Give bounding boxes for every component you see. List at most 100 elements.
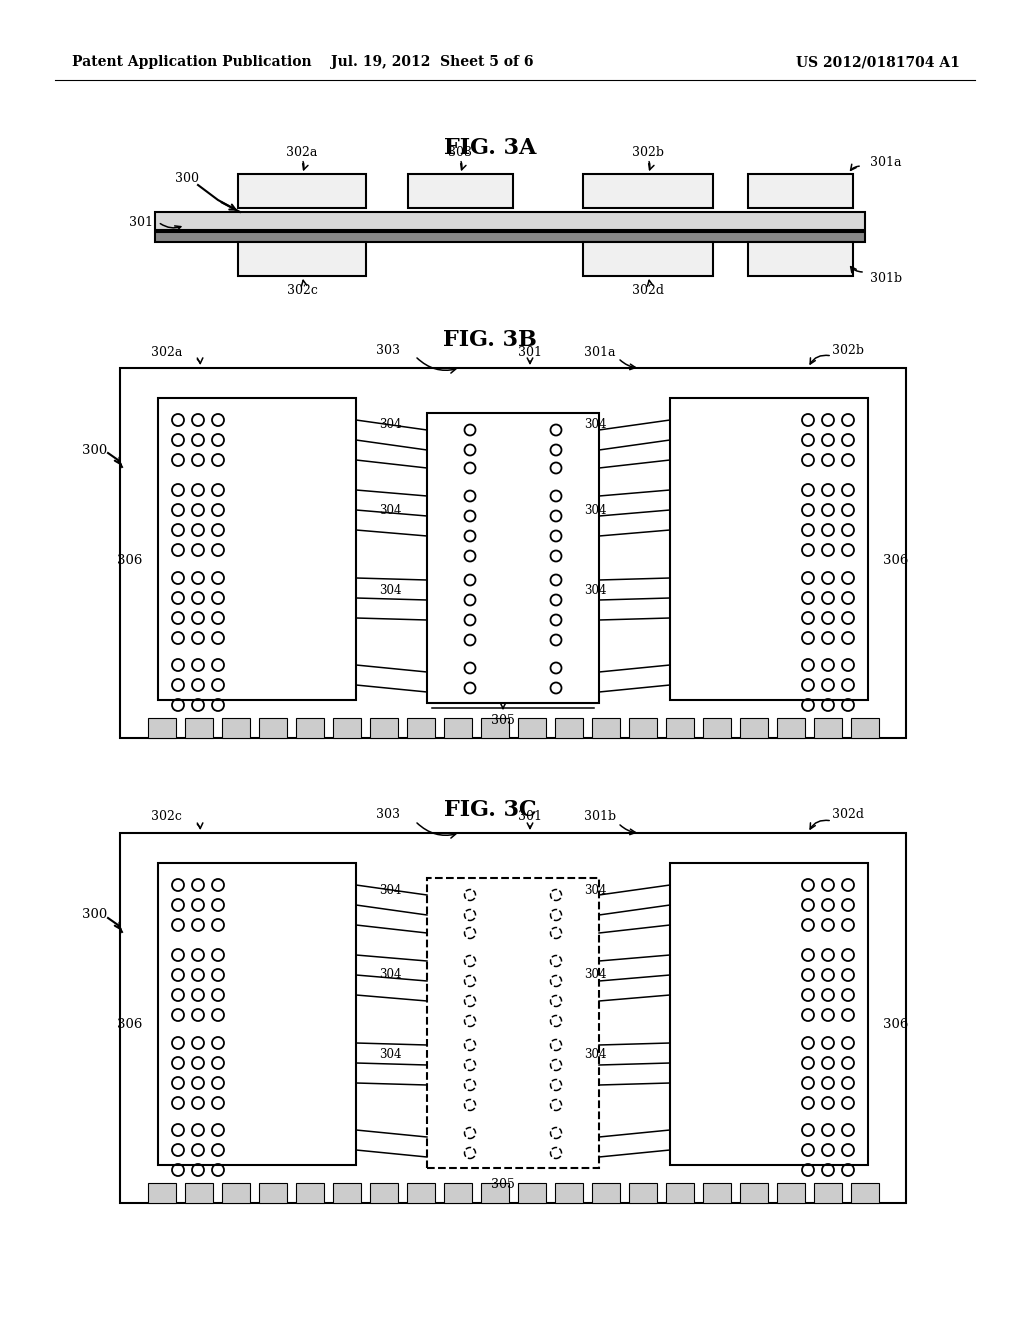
Text: 301b: 301b [584, 810, 616, 824]
Bar [629, 1183, 656, 1203]
Bar [184, 1183, 213, 1203]
Text: 304: 304 [584, 418, 606, 432]
Text: 301: 301 [518, 810, 542, 824]
Text: 302a: 302a [151, 346, 182, 359]
Bar [221, 1183, 250, 1203]
Text: 304: 304 [379, 969, 401, 982]
Text: 305: 305 [492, 714, 515, 726]
Bar [155, 232, 865, 242]
Text: 304: 304 [379, 1048, 401, 1061]
Bar [258, 1183, 287, 1203]
Bar [629, 718, 656, 738]
Text: 306: 306 [884, 553, 908, 566]
Bar [739, 1183, 768, 1203]
Text: US 2012/0181704 A1: US 2012/0181704 A1 [796, 55, 961, 69]
Bar [592, 718, 620, 738]
Bar [238, 174, 366, 209]
Bar [480, 1183, 509, 1203]
Bar [666, 718, 693, 738]
Bar [851, 1183, 879, 1203]
Bar [158, 863, 356, 1166]
Bar [184, 718, 213, 738]
Text: 301a: 301a [870, 156, 901, 169]
Text: 304: 304 [379, 883, 401, 896]
Bar [776, 718, 805, 738]
Text: 304: 304 [584, 583, 606, 597]
Bar [333, 1183, 360, 1203]
Bar [555, 718, 583, 738]
Text: 301: 301 [129, 215, 153, 228]
Bar [296, 718, 324, 738]
Text: 304: 304 [584, 883, 606, 896]
Text: 306: 306 [118, 553, 142, 566]
Text: 304: 304 [584, 1048, 606, 1061]
Text: 302c: 302c [287, 284, 317, 297]
Bar [443, 718, 471, 738]
Text: 306: 306 [118, 1019, 142, 1031]
Bar [851, 718, 879, 738]
Text: 302b: 302b [632, 145, 664, 158]
Bar [407, 1183, 434, 1203]
Text: 303: 303 [449, 145, 472, 158]
Bar [555, 1183, 583, 1203]
Text: FIG. 3A: FIG. 3A [443, 137, 537, 158]
Bar [748, 174, 853, 209]
Bar [592, 1183, 620, 1203]
Text: 304: 304 [584, 503, 606, 516]
Text: FIG. 3C: FIG. 3C [443, 799, 537, 821]
Bar [238, 242, 366, 276]
Bar [583, 174, 713, 209]
Bar [517, 718, 546, 738]
Text: 302d: 302d [632, 284, 664, 297]
Bar [258, 718, 287, 738]
Bar [147, 718, 175, 738]
Text: FIG. 3B: FIG. 3B [443, 329, 537, 351]
Bar [739, 718, 768, 738]
Bar [296, 1183, 324, 1203]
Bar [370, 1183, 397, 1203]
Text: 304: 304 [379, 418, 401, 432]
Bar [813, 1183, 842, 1203]
Bar [583, 242, 713, 276]
Bar [120, 368, 906, 738]
Bar [158, 399, 356, 700]
Text: 302c: 302c [152, 810, 182, 824]
Bar [776, 1183, 805, 1203]
Text: 302a: 302a [287, 145, 317, 158]
Text: Patent Application Publication: Patent Application Publication [72, 55, 311, 69]
Text: 301: 301 [518, 346, 542, 359]
Bar [480, 718, 509, 738]
Text: 304: 304 [584, 969, 606, 982]
Text: 301a: 301a [585, 346, 615, 359]
Bar [427, 878, 599, 1168]
Text: 300: 300 [82, 444, 108, 457]
Bar [407, 718, 434, 738]
Bar [670, 863, 868, 1166]
Bar [333, 718, 360, 738]
Text: 300: 300 [175, 172, 199, 185]
Text: 303: 303 [376, 808, 400, 821]
Text: 302d: 302d [831, 808, 864, 821]
Text: 305: 305 [492, 1179, 515, 1192]
Text: 301b: 301b [870, 272, 902, 285]
Bar [702, 718, 730, 738]
Bar [221, 718, 250, 738]
Bar [147, 1183, 175, 1203]
Bar [666, 1183, 693, 1203]
Text: 300: 300 [82, 908, 108, 921]
Bar [670, 399, 868, 700]
Text: 306: 306 [884, 1019, 908, 1031]
Bar [813, 718, 842, 738]
Bar [702, 1183, 730, 1203]
Bar [443, 1183, 471, 1203]
Text: 304: 304 [379, 583, 401, 597]
Bar [120, 833, 906, 1203]
Text: 304: 304 [379, 503, 401, 516]
Bar [408, 174, 513, 209]
Text: 302b: 302b [831, 343, 864, 356]
Text: 303: 303 [376, 343, 400, 356]
Bar [370, 718, 397, 738]
Bar [748, 242, 853, 276]
Text: Jul. 19, 2012  Sheet 5 of 6: Jul. 19, 2012 Sheet 5 of 6 [331, 55, 534, 69]
Bar [155, 213, 865, 230]
